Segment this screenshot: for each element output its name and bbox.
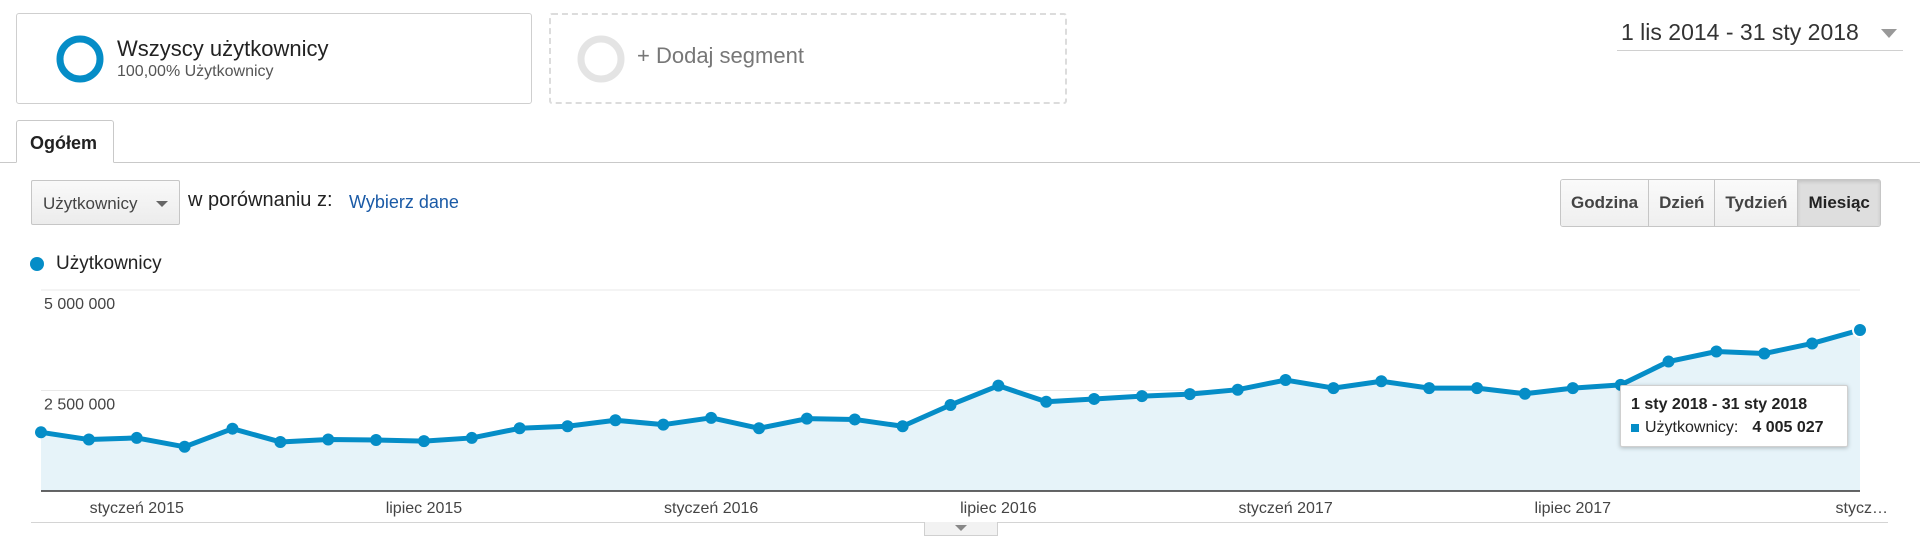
tooltip-swatch (1631, 424, 1639, 432)
chart-legend: Użytkownicy (30, 253, 162, 275)
data-point (1471, 382, 1484, 395)
data-point (1758, 347, 1771, 360)
data-point (130, 431, 143, 444)
y-tick-label: 5 000 000 (44, 296, 115, 313)
segment-title: Wszyscy użytkownicy (117, 36, 329, 61)
caret-down-icon (156, 201, 168, 207)
data-point (1040, 395, 1053, 408)
x-tick-label: lipiec 2015 (386, 500, 463, 517)
data-point (82, 433, 95, 446)
data-point (944, 398, 957, 411)
data-point (561, 420, 574, 433)
donut-ring-icon (56, 35, 104, 83)
x-tick-label: styczeń 2017 (1238, 500, 1332, 517)
chart-tooltip: 1 sty 2018 - 31 sty 2018 Użytkownicy: 4 … (1620, 385, 1848, 447)
metric-select-value: Użytkownicy (43, 194, 138, 213)
tooltip-row: Użytkownicy: 4 005 027 (1631, 419, 1824, 437)
data-point (705, 411, 718, 424)
data-point (1518, 387, 1531, 400)
date-range-text: 1 lis 2014 - 31 sty 2018 (1621, 19, 1859, 45)
tab-overview-label: Ogółem (30, 133, 98, 153)
data-point (513, 422, 526, 435)
tooltip-value: 4 005 027 (1752, 419, 1824, 436)
add-segment-label: + Dodaj segment (637, 43, 804, 68)
caret-down-icon (955, 525, 967, 531)
data-point (178, 440, 191, 453)
data-point (1566, 382, 1579, 395)
metric-select[interactable]: Użytkownicy (31, 180, 180, 225)
data-point (1279, 374, 1292, 387)
data-point (1327, 382, 1340, 395)
data-point (1088, 392, 1101, 405)
data-point (1183, 388, 1196, 401)
x-tick-label: stycz… (1836, 500, 1888, 517)
data-point (1806, 337, 1819, 350)
tooltip-label: Użytkownicy: (1645, 419, 1739, 436)
data-point (35, 426, 47, 439)
collapse-chart-button[interactable] (924, 522, 998, 536)
data-point (1662, 355, 1675, 368)
period-week-button[interactable]: Tydzień (1715, 180, 1799, 226)
data-point (992, 379, 1005, 392)
period-day-button[interactable]: Dzień (1649, 180, 1716, 226)
segment-subtitle: 100,00% Użytkownicy (117, 63, 274, 80)
period-toggle-group: Godzina Dzień Tydzień Miesiąc (1560, 179, 1881, 227)
caret-down-icon (1881, 29, 1897, 38)
select-metric-link[interactable]: Wybierz dane (349, 192, 459, 212)
data-point (1710, 345, 1723, 358)
segment-all-users[interactable]: Wszyscy użytkownicy 100,00% Użytkownicy (16, 13, 532, 104)
legend-dot (30, 257, 44, 271)
data-point (609, 414, 622, 427)
date-range-picker[interactable]: 1 lis 2014 - 31 sty 2018 (1617, 16, 1903, 51)
data-point (465, 431, 478, 444)
add-segment-button[interactable]: + Dodaj segment (549, 13, 1067, 104)
data-point (657, 418, 670, 431)
data-point (753, 422, 766, 435)
data-point (274, 435, 287, 448)
data-point (800, 412, 813, 425)
data-point (226, 422, 239, 435)
data-point (1423, 382, 1436, 395)
tab-overview[interactable]: Ogółem (16, 120, 114, 163)
x-tick-label: styczeń 2016 (664, 500, 758, 517)
tabs-divider (0, 162, 1920, 163)
data-point (1375, 375, 1388, 388)
data-point (322, 433, 335, 446)
data-point (1135, 390, 1148, 403)
data-point (417, 435, 430, 448)
data-point (1852, 321, 1868, 338)
y-tick-label: 2 500 000 (44, 397, 115, 414)
legend-label: Użytkownicy (56, 253, 162, 274)
tooltip-date: 1 sty 2018 - 31 sty 2018 (1631, 396, 1808, 413)
x-tick-label: styczeń 2015 (90, 500, 184, 517)
data-point (848, 413, 861, 426)
data-point (896, 420, 909, 433)
data-point (1231, 383, 1244, 396)
period-month-button[interactable]: Miesiąc (1798, 180, 1880, 226)
period-hour-button[interactable]: Godzina (1561, 180, 1650, 226)
x-tick-label: lipiec 2016 (960, 500, 1037, 517)
data-point (370, 433, 383, 446)
x-tick-label: lipiec 2017 (1535, 500, 1612, 517)
compare-label: w porównaniu z: (188, 189, 333, 211)
empty-ring-icon (577, 35, 625, 83)
